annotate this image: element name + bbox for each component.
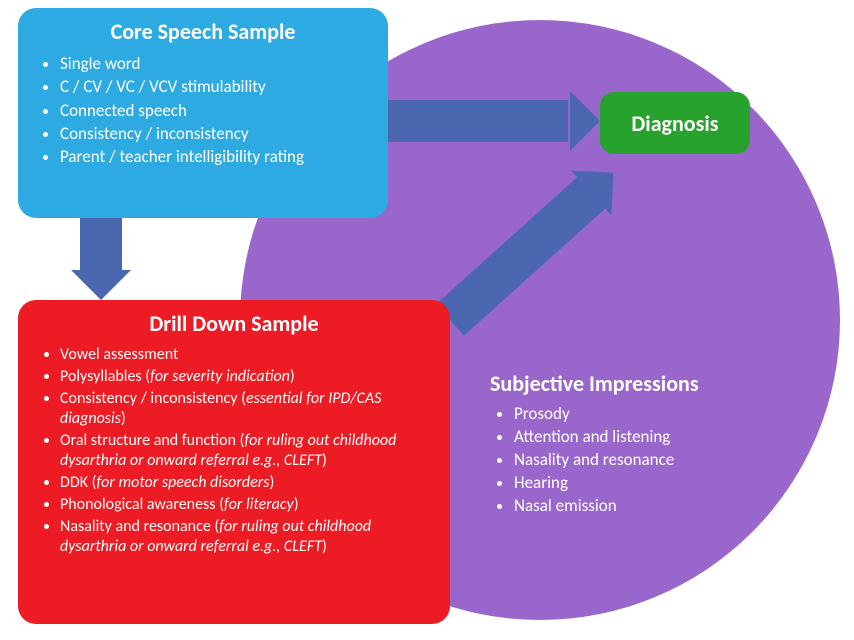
list-item: Connected speech [60, 100, 370, 121]
core-speech-sample-box: Core Speech Sample Single wordC / CV / V… [18, 8, 388, 218]
list-item: Nasality and resonance [514, 449, 699, 470]
diagnosis-box: Diagnosis [600, 92, 750, 154]
drill-item-list: Vowel assessmentPolysyllables (for sever… [36, 345, 432, 557]
list-item: Nasal emission [514, 495, 699, 516]
list-item: Attention and listening [514, 426, 699, 447]
list-item: Single word [60, 53, 370, 74]
list-item: Hearing [514, 472, 699, 493]
subjective-title: Subjective Impressions [490, 370, 699, 397]
core-item-list: Single wordC / CV / VC / VCV stimulabili… [36, 53, 370, 167]
diagnosis-label: Diagnosis [631, 110, 718, 137]
list-item: Consistency / inconsistency (essential f… [60, 389, 432, 429]
arrow-shaft [388, 100, 568, 142]
list-item: Vowel assessment [60, 345, 432, 365]
subjective-item-list: ProsodyAttention and listeningNasality a… [490, 403, 699, 516]
list-item: Oral structure and function (for ruling … [60, 431, 432, 471]
list-item: Nasality and resonance (for ruling out c… [60, 517, 432, 557]
list-item: Polysyllables (for severity indication) [60, 367, 432, 387]
arrow-head-icon [570, 91, 600, 151]
arrow-head-icon [71, 270, 131, 300]
drill-down-sample-box: Drill Down Sample Vowel assessmentPolysy… [18, 300, 450, 624]
list-item: Parent / teacher intelligibility rating [60, 146, 370, 167]
list-item: Consistency / inconsistency [60, 123, 370, 144]
subjective-impressions-block: Subjective Impressions ProsodyAttention … [490, 370, 699, 518]
list-item: C / CV / VC / VCV stimulability [60, 76, 370, 97]
diagram-canvas: Core Speech Sample Single wordC / CV / V… [0, 0, 854, 640]
list-item: DDK (for motor speech disorders) [60, 473, 432, 493]
drill-box-title: Drill Down Sample [36, 310, 432, 337]
list-item: Phonological awareness (for literacy) [60, 495, 432, 515]
core-box-title: Core Speech Sample [36, 18, 370, 45]
arrow-shaft [80, 218, 122, 272]
list-item: Prosody [514, 403, 699, 424]
